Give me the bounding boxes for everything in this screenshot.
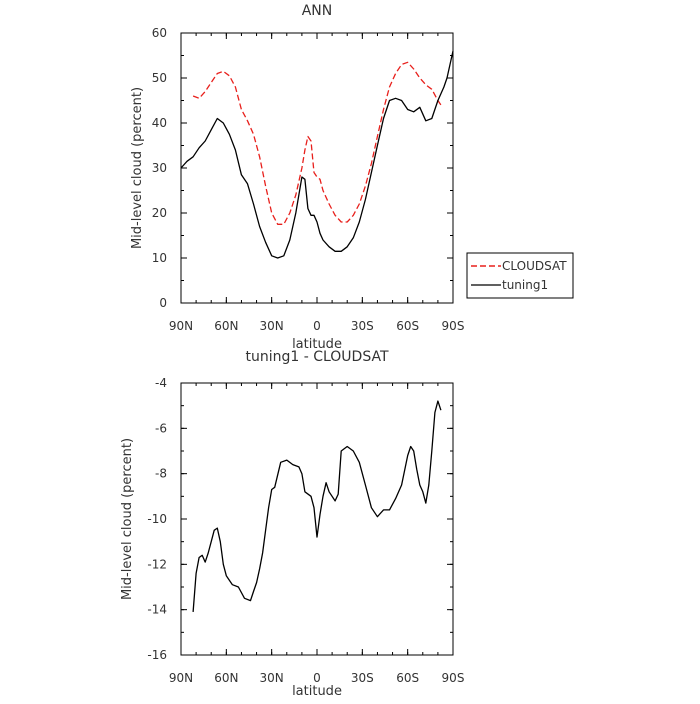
- legend: CLOUDSAT tuning1: [466, 252, 574, 299]
- top-y-tick-label: 0: [159, 296, 167, 310]
- bottom-axis-ticks: 90N 60N 30N 0 30S 60S 90S -16 -14 -12 -10 -8 -6 -4: [147, 376, 464, 685]
- bottom-x-tick-label: 60S: [396, 671, 419, 685]
- bottom-y-tick-label: -8: [155, 467, 167, 481]
- top-y-tick-label: 40: [152, 116, 167, 130]
- top-title: ANN: [302, 3, 333, 19]
- top-x-tick-label: 30S: [351, 319, 374, 333]
- legend-label-cloudsat: CLOUDSAT: [502, 259, 567, 273]
- top-plot-frame: [180, 32, 454, 304]
- top-x-axis-label: latitude: [292, 337, 342, 352]
- top-y-tick-label: 30: [152, 161, 167, 175]
- legend-box: [466, 252, 574, 299]
- bottom-plot-frame: [180, 382, 454, 656]
- top-x-tick-label: 0: [313, 319, 321, 333]
- bottom-x-tick-label: 90S: [442, 671, 465, 685]
- bottom-y-tick-label: -6: [155, 421, 167, 435]
- top-x-tick-label: 60N: [214, 319, 238, 333]
- top-y-tick-label: 20: [152, 206, 167, 220]
- top-panel: ANN 90N 60N 30N 0 30S 60S 90S 0 10 20 30 40 50 60 lat…: [130, 3, 464, 352]
- bottom-series-line-difference: [192, 400, 442, 612]
- bottom-series-lines: [192, 400, 442, 612]
- bottom-title: tuning1 - CLOUDSAT: [245, 349, 389, 365]
- top-x-tick-label: 90N: [169, 319, 193, 333]
- top-series-line-cloudsat: [192, 61, 442, 225]
- bottom-y-tick-label: -16: [147, 648, 167, 662]
- bottom-x-tick-label: 60N: [214, 671, 238, 685]
- bottom-y-tick-label: -10: [147, 512, 167, 526]
- bottom-x-tick-label: 30S: [351, 671, 374, 685]
- bottom-x-tick-label: 0: [313, 671, 321, 685]
- bottom-x-axis-label: latitude: [292, 684, 342, 699]
- top-axis-ticks: 90N 60N 30N 0 30S 60S 90S 0 10 20 30 40 50 60: [152, 26, 465, 333]
- top-x-tick-label: 60S: [396, 319, 419, 333]
- top-x-tick-label: 90S: [442, 319, 465, 333]
- top-x-tick-label: 30N: [260, 319, 284, 333]
- top-y-tick-label: 50: [152, 71, 167, 85]
- bottom-y-tick-label: -12: [147, 557, 167, 571]
- bottom-x-tick-label: 90N: [169, 671, 193, 685]
- top-series-lines: [180, 50, 454, 259]
- bottom-x-tick-label: 30N: [260, 671, 284, 685]
- top-y-tick-label: 60: [152, 26, 167, 40]
- top-y-tick-label: 10: [152, 251, 167, 265]
- top-y-axis-label: Mid-level cloud (percent): [130, 87, 145, 249]
- bottom-y-axis-label: Mid-level cloud (percent): [120, 438, 135, 600]
- bottom-y-tick-label: -14: [147, 603, 167, 617]
- top-series-line-tuning1: [180, 50, 454, 259]
- bottom-y-tick-label: -4: [155, 376, 167, 390]
- bottom-panel: tuning1 - CLOUDSAT 90N 60N 30N 0 30S 60S 90S -1…: [120, 349, 464, 699]
- legend-label-tuning1: tuning1: [502, 278, 548, 292]
